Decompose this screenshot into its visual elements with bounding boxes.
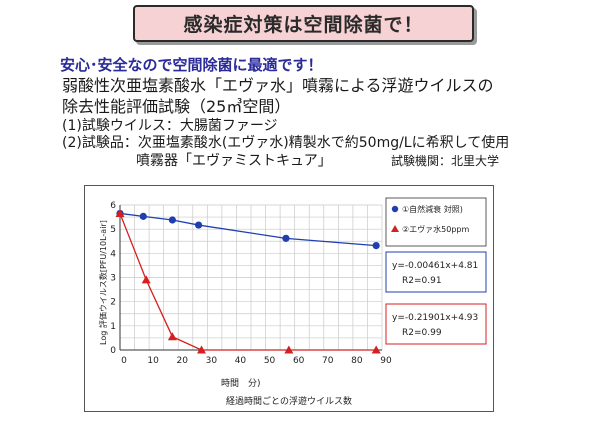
headline-text: 感染症対策は空間除菌で！ xyxy=(183,14,424,36)
legend-box: ①自然減衰 対照) ②エヴァ水50ppm xyxy=(385,197,487,247)
equation-text: y=-0.21901x+4.93 xyxy=(392,313,478,323)
x-tick-label: 40 xyxy=(235,356,247,366)
x-tick-label: 0 xyxy=(121,356,127,366)
y-tick-label: 6 xyxy=(110,201,116,211)
x-tick-label: 30 xyxy=(206,356,218,366)
legend-marker-triangle xyxy=(391,225,399,232)
series-1-point xyxy=(282,234,290,242)
data-points xyxy=(115,208,381,354)
series-1-point xyxy=(168,216,176,224)
equation-boxes: y=-0.00461x+4.81 R2=0.91 y=-0.21901x+4.93 R… xyxy=(385,251,487,345)
description-line-2: 除去性能評価試験（25㎥空間） xyxy=(62,97,291,116)
chart-grid xyxy=(119,204,383,351)
chart-caption: 経過時間ごとの浮遊ウイルス数 xyxy=(226,395,352,407)
headline-banner: 感染症対策は空間除菌で！ xyxy=(133,5,474,42)
equation-text: y=-0.00461x+4.81 xyxy=(392,261,478,271)
x-tick-label: 80 xyxy=(351,356,363,366)
x-tick-label: 70 xyxy=(322,356,334,366)
series-2-point xyxy=(141,275,151,284)
y-tick-label: 5 xyxy=(110,225,116,235)
equation-box-1 xyxy=(385,251,487,293)
y-tick-label: 0 xyxy=(110,346,116,356)
legend-marker-circle xyxy=(391,205,399,213)
series-2-point xyxy=(197,345,207,354)
series-2-line xyxy=(119,213,377,351)
equation-box-2 xyxy=(385,303,487,345)
legend-label: ①自然減衰 対照) xyxy=(402,204,463,214)
trend-lines xyxy=(119,212,377,351)
series-1-line xyxy=(119,212,377,247)
y-tick-label: 2 xyxy=(110,298,116,308)
series-2-point xyxy=(371,345,381,354)
subtitle: 安心･安全なので空間除菌に最適です！ xyxy=(60,56,323,74)
r2-text: R2=0.91 xyxy=(402,276,442,286)
x-axis-label: 時間 分) xyxy=(221,378,261,389)
series-1-point xyxy=(195,221,203,229)
x-tick-label: 10 xyxy=(147,356,159,366)
sprayer-line: 噴霧器「エヴァミストキュア」 xyxy=(136,153,332,169)
series-1-point xyxy=(372,242,380,250)
y-tick-label: 3 xyxy=(110,274,116,284)
x-tick-label: 20 xyxy=(176,356,188,366)
x-tick-label: 60 xyxy=(293,356,305,366)
series-1-point xyxy=(139,212,147,220)
series-2-point xyxy=(284,345,294,354)
legend-frame xyxy=(385,197,487,247)
description-line-1: 弱酸性次亜塩素酸水「エヴァ水」噴霧による浮遊ウイルスの xyxy=(62,76,494,95)
y-axis-label: Log 評価ウイルス数[PFU/10L-air] xyxy=(98,220,108,345)
x-tick-label: 90 xyxy=(380,356,392,366)
test-product-line: (2)試験品：次亜塩素酸水(エヴァ水)精製水で約50mg/Lに希釈して使用 xyxy=(62,135,510,151)
y-tick-label: 1 xyxy=(110,322,116,332)
series-2-point xyxy=(115,208,125,217)
r2-text: R2=0.99 xyxy=(402,328,442,338)
series-2-point xyxy=(167,332,177,341)
institution-label: 試験機関：北里大学 xyxy=(391,154,500,168)
x-tick-label: 50 xyxy=(264,356,276,366)
test-virus-line: (1)試験ウイルス：大腸菌ファージ xyxy=(62,118,278,134)
y-tick-label: 4 xyxy=(110,249,116,259)
legend-label: ②エヴァ水50ppm xyxy=(402,224,470,234)
